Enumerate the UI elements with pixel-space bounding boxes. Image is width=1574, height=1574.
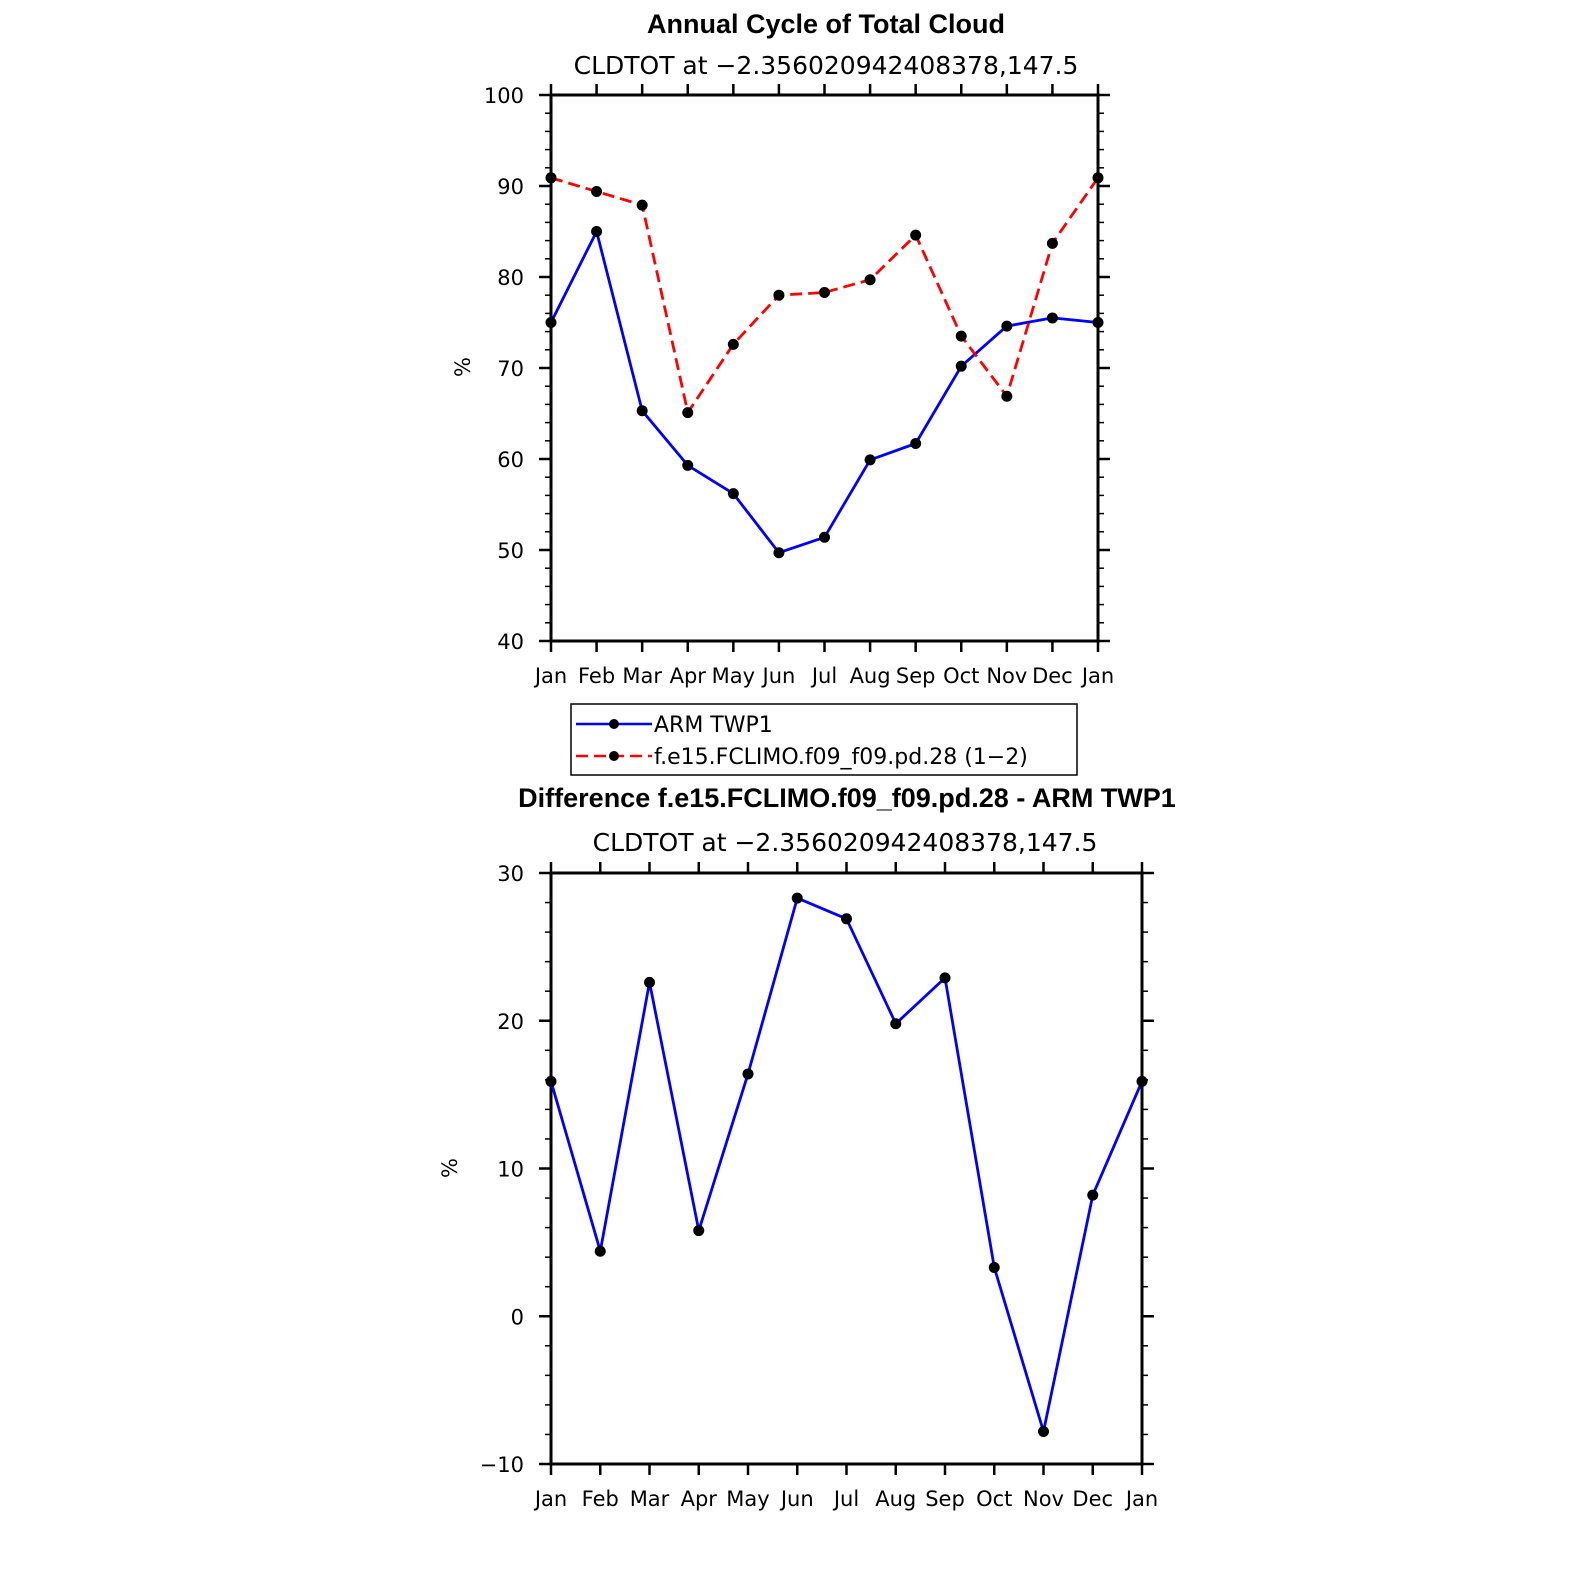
- chart1-series-0-point: [727, 488, 739, 500]
- chart1-series-0-point: [545, 317, 557, 328]
- chart1-y-tick-label: 50: [497, 539, 524, 563]
- chart1-x-tick-label: Dec: [1032, 664, 1073, 688]
- chart2-series-0-point: [1136, 1075, 1148, 1087]
- chart1-x-tick-label: Sep: [896, 664, 936, 688]
- chart1-series-1-point: [682, 407, 694, 419]
- chart1-series-1-point: [1046, 237, 1058, 249]
- chart1-series-0-point: [591, 226, 603, 237]
- chart2-subtitle: CLDTOT at −2.356020942408378,147.5: [593, 828, 1098, 857]
- chart2-x-tick-label: Mar: [630, 1487, 670, 1511]
- chart2-series-0-point: [1038, 1425, 1049, 1437]
- chart1-y-tick-label: 90: [497, 175, 524, 199]
- chart2-series-line-0: [549, 896, 1144, 1433]
- chart1-legend: ARM TWP1 f.e15.FCLIMO.f09_f09.pd.28 (1−2…: [570, 703, 1078, 776]
- chart1-series-1-point: [773, 289, 785, 301]
- chart1-series-1-point: [1092, 172, 1104, 184]
- chart2-plot-frame: [549, 871, 1144, 1466]
- chart1-x-tick-label: Jan: [533, 664, 567, 688]
- chart1-series-1-point: [955, 330, 967, 342]
- legend-label-arm: ARM TWP1: [654, 713, 773, 738]
- chart2-x-tick-label: May: [726, 1487, 769, 1511]
- chart1-series-1-point: [864, 274, 876, 286]
- chart2-x-tick-label: Jul: [832, 1487, 859, 1511]
- chart2-series-0-point: [693, 1225, 705, 1237]
- chart1-x-tick-label: Apr: [670, 664, 707, 688]
- chart2-x-tick-label: Feb: [582, 1487, 619, 1511]
- chart1-y-tick-label: 70: [497, 357, 524, 381]
- chart1-series-0-point: [910, 438, 922, 450]
- chart1-series-1-point: [591, 185, 603, 197]
- chart1-y-tick-label: 80: [497, 266, 524, 290]
- chart1-x-tick-label: Jan: [1080, 664, 1114, 688]
- chart1-series-0-point: [636, 405, 648, 417]
- chart2-x-tick-label: Nov: [1023, 1487, 1064, 1511]
- chart1-x-tick-label: Mar: [622, 664, 662, 688]
- chart2-series-0-point: [939, 972, 951, 984]
- chart2-series-0-point: [594, 1245, 606, 1257]
- chart1-y-axis-label: %: [451, 357, 475, 377]
- chart2-x-tick-label: Oct: [976, 1487, 1012, 1511]
- chart1-series-1-point: [545, 172, 557, 184]
- chart1-title: Annual Cycle of Total Cloud: [647, 9, 1005, 39]
- chart2-y-tick-label: 10: [497, 1158, 524, 1182]
- chart2-series-0-point: [742, 1068, 754, 1080]
- chart1-x-tick-label: Feb: [578, 664, 615, 688]
- chart1-series-1-point: [1001, 390, 1013, 402]
- chart2-x-tick-label: Apr: [681, 1487, 718, 1511]
- chart2-y-tick-label: 20: [497, 1010, 524, 1034]
- difference-chart: Difference f.e15.FCLIMO.f09_f09.pd.28 - …: [438, 783, 1176, 1511]
- chart2-series-0-point: [1087, 1189, 1099, 1201]
- chart1-series-0-point: [773, 547, 785, 559]
- legend-marker-arm: [609, 719, 619, 729]
- chart2-y-axis-label: %: [438, 1158, 462, 1178]
- chart2-y-tick-label: −10: [480, 1453, 524, 1477]
- chart1-x-tick-label: Jun: [761, 664, 796, 688]
- chart1-series-1-point: [636, 199, 648, 211]
- chart2-series-0-point: [791, 892, 803, 904]
- chart2-y-tick-label: 0: [511, 1305, 524, 1329]
- legend-box: [570, 703, 1078, 776]
- chart1-y-tick-label: 40: [497, 630, 524, 654]
- chart1-x-tick-label: Jul: [810, 664, 837, 688]
- chart2-x-tick-label: Sep: [925, 1487, 965, 1511]
- chart2-x-tick-label: Jan: [533, 1487, 567, 1511]
- chart2-y-tick-label: 30: [497, 862, 524, 886]
- chart1-x-tick-label: May: [712, 664, 755, 688]
- chart2-x-tick-label: Jan: [1124, 1487, 1158, 1511]
- chart1-series-0-point: [1001, 320, 1013, 332]
- legend-label-model: f.e15.FCLIMO.f09_f09.pd.28 (1−2): [654, 745, 1028, 770]
- chart2-series-0-point: [545, 1075, 557, 1087]
- annual-cycle-chart: Annual Cycle of Total Cloud CLDTOT at −2…: [451, 9, 1114, 776]
- chart2-series-0-point: [988, 1261, 1000, 1273]
- chart2-x-tick-label: Jun: [779, 1487, 814, 1511]
- chart2-series-0-point: [890, 1018, 902, 1030]
- chart2-title: Difference f.e15.FCLIMO.f09_f09.pd.28 - …: [518, 783, 1176, 813]
- chart1-x-tick-label: Aug: [850, 664, 891, 688]
- chart1-subtitle: CLDTOT at −2.356020942408378,147.5: [574, 51, 1079, 80]
- chart2-series-0-point: [644, 976, 655, 988]
- legend-marker-model: [609, 751, 619, 761]
- chart1-x-tick-label: Nov: [986, 664, 1027, 688]
- chart1-series-0-point: [819, 531, 830, 543]
- chart1-series-0-point: [682, 459, 694, 471]
- chart1-series-0-point: [955, 360, 967, 372]
- chart2-x-tick-label: Dec: [1072, 1487, 1113, 1511]
- chart1-series-0-point: [1046, 312, 1058, 324]
- chart1-x-tick-label: Oct: [943, 664, 979, 688]
- chart1-series-1-point: [727, 338, 739, 350]
- chart1-y-tick-label: 100: [484, 84, 524, 108]
- chart1-series-0-point: [1092, 317, 1104, 328]
- chart2-series-0-point: [841, 913, 852, 925]
- chart1-series-line-0: [549, 230, 1099, 555]
- chart2-x-tick-label: Aug: [875, 1487, 916, 1511]
- chart1-series-1-point: [819, 286, 830, 298]
- chart1-y-tick-label: 60: [497, 448, 524, 472]
- chart1-series-0-point: [864, 454, 876, 466]
- chart1-series-1-point: [910, 229, 922, 241]
